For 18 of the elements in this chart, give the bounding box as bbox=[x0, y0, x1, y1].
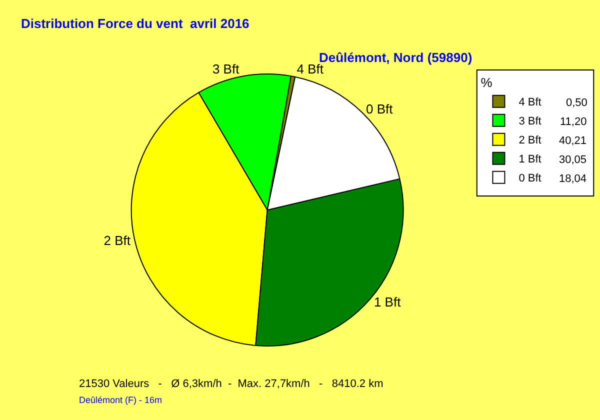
data-label: 11,20 bbox=[560, 116, 587, 128]
legend-label: 2 Bft bbox=[518, 134, 542, 147]
data-label: 30,05 bbox=[559, 154, 587, 166]
chart-title: Distribution Force du vent avril 2016 bbox=[21, 16, 250, 31]
legend-label: 1 Bft bbox=[518, 154, 542, 166]
data-label: 40,21 bbox=[559, 135, 587, 147]
slice-label: 3 Bft bbox=[212, 61, 240, 76]
legend-label: 4 Bft bbox=[518, 96, 542, 109]
text: 21530 Valeurs - Ø 6,3km/h - Max. 27,7km/h - 8410.2 km bbox=[79, 378, 384, 390]
legend-label: 0 Bft bbox=[518, 172, 542, 185]
data-label: 0,50 bbox=[566, 97, 588, 109]
text: Deûlémont (F) - 16m bbox=[79, 395, 162, 405]
legend-label: 3 Bft bbox=[518, 116, 542, 128]
slice-label: 1 Bft bbox=[374, 294, 402, 310]
slice-label: 2 Bft bbox=[104, 232, 131, 248]
legend-title: % bbox=[480, 74, 493, 90]
data-label: 18,04 bbox=[559, 173, 587, 185]
slice-label: 0 Bft bbox=[366, 101, 394, 116]
